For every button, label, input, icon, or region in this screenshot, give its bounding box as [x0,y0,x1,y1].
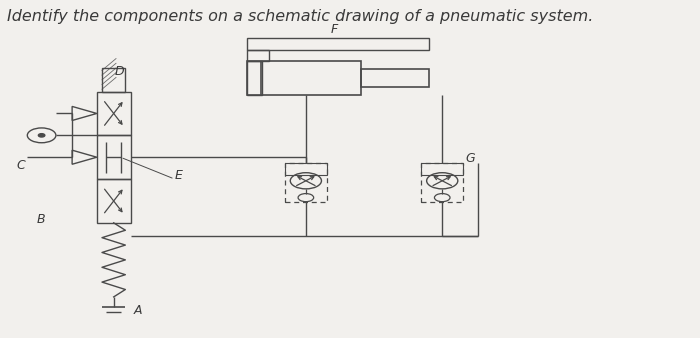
Bar [247,61,361,95]
Bar [247,38,429,49]
Bar [247,61,262,95]
Text: G: G [465,152,475,165]
Bar [97,179,131,223]
Bar [285,163,327,202]
Bar [421,163,463,202]
Text: E: E [175,169,183,182]
Bar [361,69,429,87]
Text: B: B [37,213,46,226]
Bar [285,163,327,175]
Text: Identify the components on a schematic drawing of a pneumatic system.: Identify the components on a schematic d… [7,9,594,24]
Bar [247,49,269,61]
Text: F: F [330,23,338,36]
Bar [421,163,463,175]
Bar [97,92,131,135]
Circle shape [38,134,45,137]
Text: C: C [17,159,26,172]
Bar [97,135,131,179]
Text: A: A [134,304,142,317]
Bar [102,68,125,92]
Text: D: D [114,65,124,78]
